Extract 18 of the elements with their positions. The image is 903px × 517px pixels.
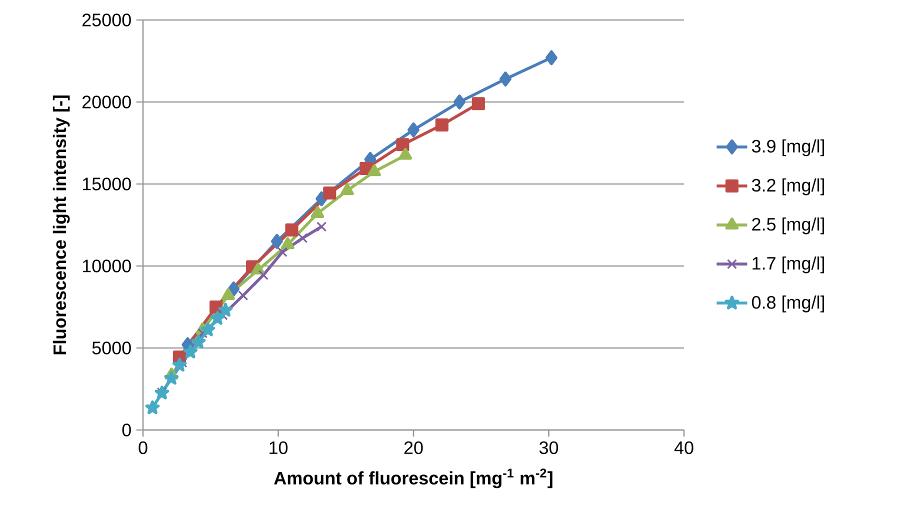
y-tick-label: 25000 [82,14,131,26]
y-tick-label: 0 [122,424,131,436]
legend-label: 2.5 [mg/l] [752,217,824,234]
legend-label: 1.7 [mg/l] [752,256,824,274]
y-axis-title: Fluorescence light intensity [-] [52,95,70,354]
y-tick-label: 20000 [82,96,131,108]
x-axis-title: Amount of fluorescein [mg$^{-1}$ m$^{-2}$] [274,468,552,488]
x-tick-label: 30 [539,441,558,454]
x-tick-label: 0 [138,441,148,454]
legend-label: 0.8 [mg/l] [752,296,824,312]
x-tick-label: 40 [674,441,694,454]
x-tick-label: 10 [270,441,288,454]
x-tick-label: 20 [404,441,423,454]
y-tick-label: 10000 [82,260,131,272]
y-tick-label: 5000 [92,342,131,354]
legend-label: 3.9 [mg/l] [752,139,824,156]
y-tick-label: 15000 [82,178,131,190]
legend-label: 3.2 [mg/l] [752,178,824,196]
